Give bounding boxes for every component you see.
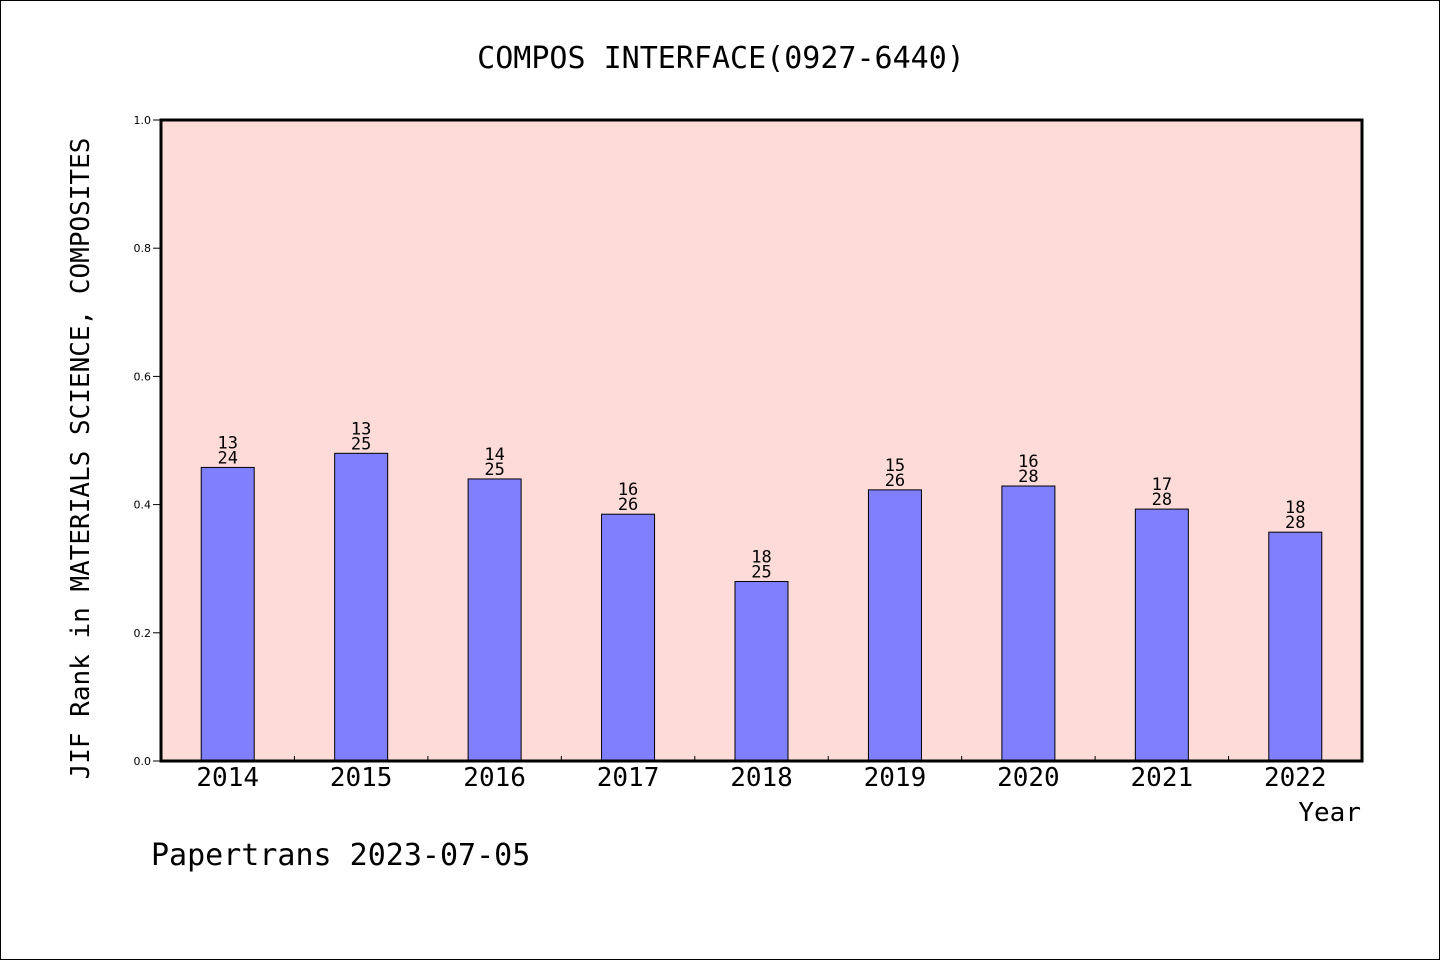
bar-label-bottom-2020: 28 [1018, 467, 1038, 487]
x-tick-label-2021: 2021 [1131, 763, 1194, 793]
x-axis-label: Year [1298, 798, 1361, 828]
x-tick-label-2018: 2018 [730, 763, 793, 793]
bar-2021 [1134, 508, 1189, 762]
x-tick-label-2022: 2022 [1264, 763, 1327, 793]
bar-label-top-2020: 16 [1018, 452, 1038, 472]
bar-label-top-2019: 15 [885, 456, 905, 476]
x-tick-label-2017: 2017 [597, 763, 660, 793]
y-tick-label-0.6: 0.6 [134, 370, 152, 383]
bar-2022 [1268, 531, 1323, 762]
bar-label-bottom-2016: 25 [484, 460, 504, 480]
y-tick-label-0.2: 0.2 [134, 627, 152, 640]
bar-2020 [1001, 485, 1056, 762]
bar-label-bottom-2014: 24 [217, 448, 237, 468]
x-tick-label-2014: 2014 [196, 763, 259, 793]
x-tick-label-2015: 2015 [330, 763, 393, 793]
bar-label-top-2018: 18 [751, 548, 771, 568]
bar-label-top-2015: 13 [351, 419, 371, 439]
bar-label-top-2016: 14 [484, 445, 504, 465]
x-tick-label-2019: 2019 [864, 763, 927, 793]
y-axis-label: JIF Rank in MATERIALS SCIENCE, COMPOSITE… [66, 138, 96, 780]
y-tick-label-0.0: 0.0 [134, 755, 152, 768]
bar-2018 [734, 581, 789, 762]
bars-layer [200, 452, 1323, 762]
bar-label-bottom-2018: 25 [751, 563, 771, 583]
y-tick-label-1.0: 1.0 [134, 114, 152, 127]
x-tick-label-2016: 2016 [463, 763, 526, 793]
bar-2019 [867, 489, 922, 762]
x-axis: 2014 2015 2016 2017 2018 2019 2020 2021 2022 [196, 756, 1327, 793]
bar-label-top-2017: 16 [618, 480, 638, 500]
bar-label-bottom-2021: 28 [1152, 490, 1172, 510]
plot-border [159, 118, 1364, 763]
bar-label-bottom-2015: 25 [351, 434, 371, 454]
bar-label-top-2021: 17 [1152, 475, 1172, 495]
bar-label-bottom-2022: 28 [1285, 513, 1305, 533]
bar-label-bottom-2017: 26 [618, 495, 638, 515]
y-tick-label-0.8: 0.8 [134, 242, 152, 255]
y-axis: 0.0 0.2 0.4 0.6 0.8 1.0 [134, 114, 161, 768]
bar-2015 [334, 452, 389, 762]
y-tick-label-0.4: 0.4 [134, 499, 152, 512]
bar-2014 [200, 466, 255, 762]
x-tick-label-2020: 2020 [997, 763, 1060, 793]
bar-2016 [467, 478, 522, 762]
bar-label-top-2022: 18 [1285, 498, 1305, 518]
bar-2017 [601, 513, 656, 762]
bar-label-top-2014: 13 [217, 433, 237, 453]
footer-credit: Papertrans 2023-07-05 [151, 838, 530, 873]
chart-title: COMPOS INTERFACE(0927-6440) [477, 41, 965, 76]
bar-label-bottom-2019: 26 [885, 471, 905, 491]
